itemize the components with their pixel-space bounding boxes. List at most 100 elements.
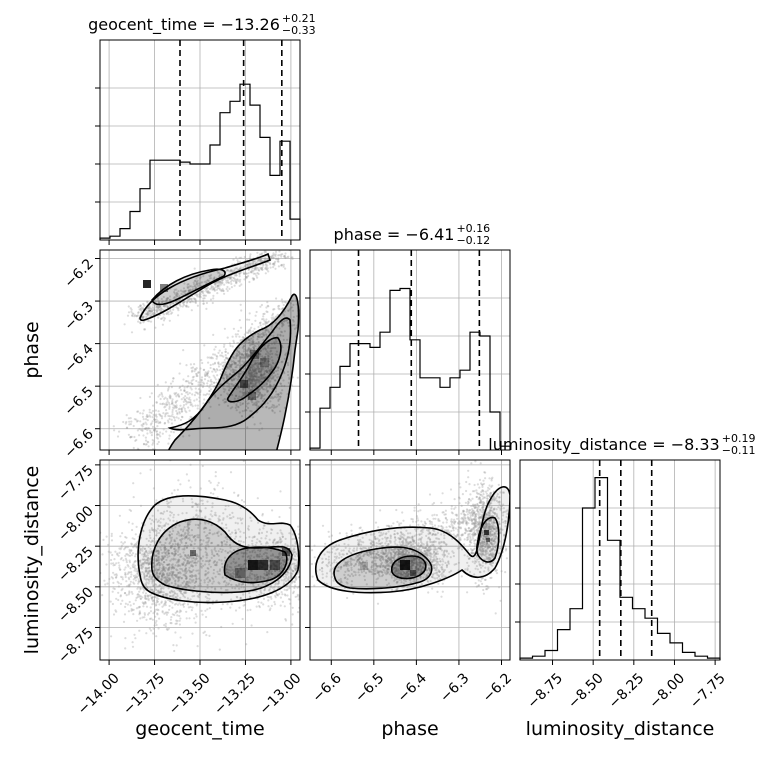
sample-point — [282, 563, 285, 566]
sample-point — [159, 529, 162, 532]
sample-point — [179, 362, 182, 365]
sample-point — [238, 319, 241, 322]
sample-point — [203, 378, 207, 381]
sample-point — [168, 604, 171, 608]
sample-point — [285, 319, 288, 322]
sample-point — [223, 379, 226, 382]
sample-point — [251, 544, 254, 547]
sample-point — [149, 577, 153, 580]
sample-point — [136, 572, 139, 575]
sample-point — [237, 350, 240, 353]
sample-point — [248, 396, 251, 399]
sample-point — [178, 576, 181, 580]
sample-point — [282, 334, 285, 337]
sample-point — [266, 304, 269, 307]
sample-point — [259, 349, 263, 352]
sample-point — [265, 570, 268, 574]
sample-point — [146, 310, 150, 313]
sample-point — [187, 526, 190, 530]
sample-point — [254, 378, 257, 381]
sample-point — [154, 615, 157, 618]
density-layer — [100, 460, 327, 653]
sample-point — [249, 373, 253, 376]
sample-point — [195, 557, 198, 560]
sample-point — [195, 373, 198, 376]
sample-point — [206, 541, 210, 544]
sample-point — [296, 593, 299, 596]
sample-point — [162, 304, 165, 307]
sample-point — [249, 253, 252, 256]
sample-point — [288, 587, 291, 590]
sample-point — [153, 596, 156, 599]
sample-point — [219, 393, 223, 397]
sample-point — [264, 263, 267, 266]
sample-point — [242, 355, 245, 358]
sample-point — [234, 521, 237, 525]
sample-point — [152, 599, 155, 602]
sample-point — [229, 270, 232, 273]
sample-point — [219, 354, 222, 357]
sample-point — [235, 354, 238, 357]
sample-point — [168, 395, 171, 398]
sample-point — [164, 576, 167, 579]
sample-point — [183, 533, 186, 536]
density-fill — [140, 254, 270, 321]
sample-point — [237, 528, 240, 531]
sample-point — [135, 314, 138, 318]
sample-point — [277, 579, 280, 583]
sample-point — [163, 551, 166, 554]
sample-point — [127, 311, 131, 314]
sample-point — [180, 533, 183, 536]
sample-point — [247, 338, 250, 341]
sample-point — [155, 306, 158, 309]
sample-point — [255, 379, 258, 382]
sample-point — [239, 357, 242, 360]
sample-point — [156, 442, 159, 446]
sample-point — [248, 377, 251, 380]
sample-point — [239, 530, 242, 533]
sample-point — [176, 533, 179, 536]
sample-point — [249, 330, 252, 333]
sample-point — [249, 349, 252, 352]
sample-point — [260, 361, 264, 364]
sample-point — [185, 577, 188, 580]
sample-point — [269, 584, 273, 588]
sample-point — [137, 606, 140, 609]
sample-point — [302, 534, 304, 536]
sample-point — [248, 377, 251, 380]
sample-point — [191, 606, 194, 609]
sample-point — [268, 331, 271, 334]
sample-point — [207, 600, 210, 603]
sample-point — [282, 582, 286, 585]
sample-point — [271, 361, 274, 364]
sample-point — [242, 345, 245, 348]
sample-point — [116, 552, 119, 555]
sample-point — [246, 555, 249, 559]
sample-point — [131, 314, 134, 317]
tick-label-y: −8.25 — [55, 544, 97, 586]
sample-point — [206, 372, 209, 375]
sample-point — [257, 259, 260, 262]
sample-point — [188, 300, 192, 304]
sample-point — [229, 269, 232, 272]
sample-point — [275, 370, 278, 373]
sample-point — [253, 371, 256, 374]
sample-point — [282, 255, 286, 258]
sample-point — [238, 360, 241, 363]
tick-label-y: −8.50 — [55, 584, 97, 626]
sample-point — [113, 563, 116, 567]
sample-point — [142, 602, 145, 606]
sample-point — [242, 388, 245, 391]
sample-point — [196, 374, 199, 378]
sample-point — [132, 578, 135, 581]
sample-point — [215, 599, 219, 602]
sample-point — [157, 531, 161, 535]
sample-point — [236, 378, 239, 381]
sample-point — [157, 553, 160, 556]
sample-point — [229, 546, 232, 549]
sample-point — [325, 534, 327, 536]
sample-point — [243, 409, 247, 412]
sample-point — [261, 375, 264, 379]
sample-point — [193, 581, 196, 585]
sample-point — [239, 535, 242, 538]
